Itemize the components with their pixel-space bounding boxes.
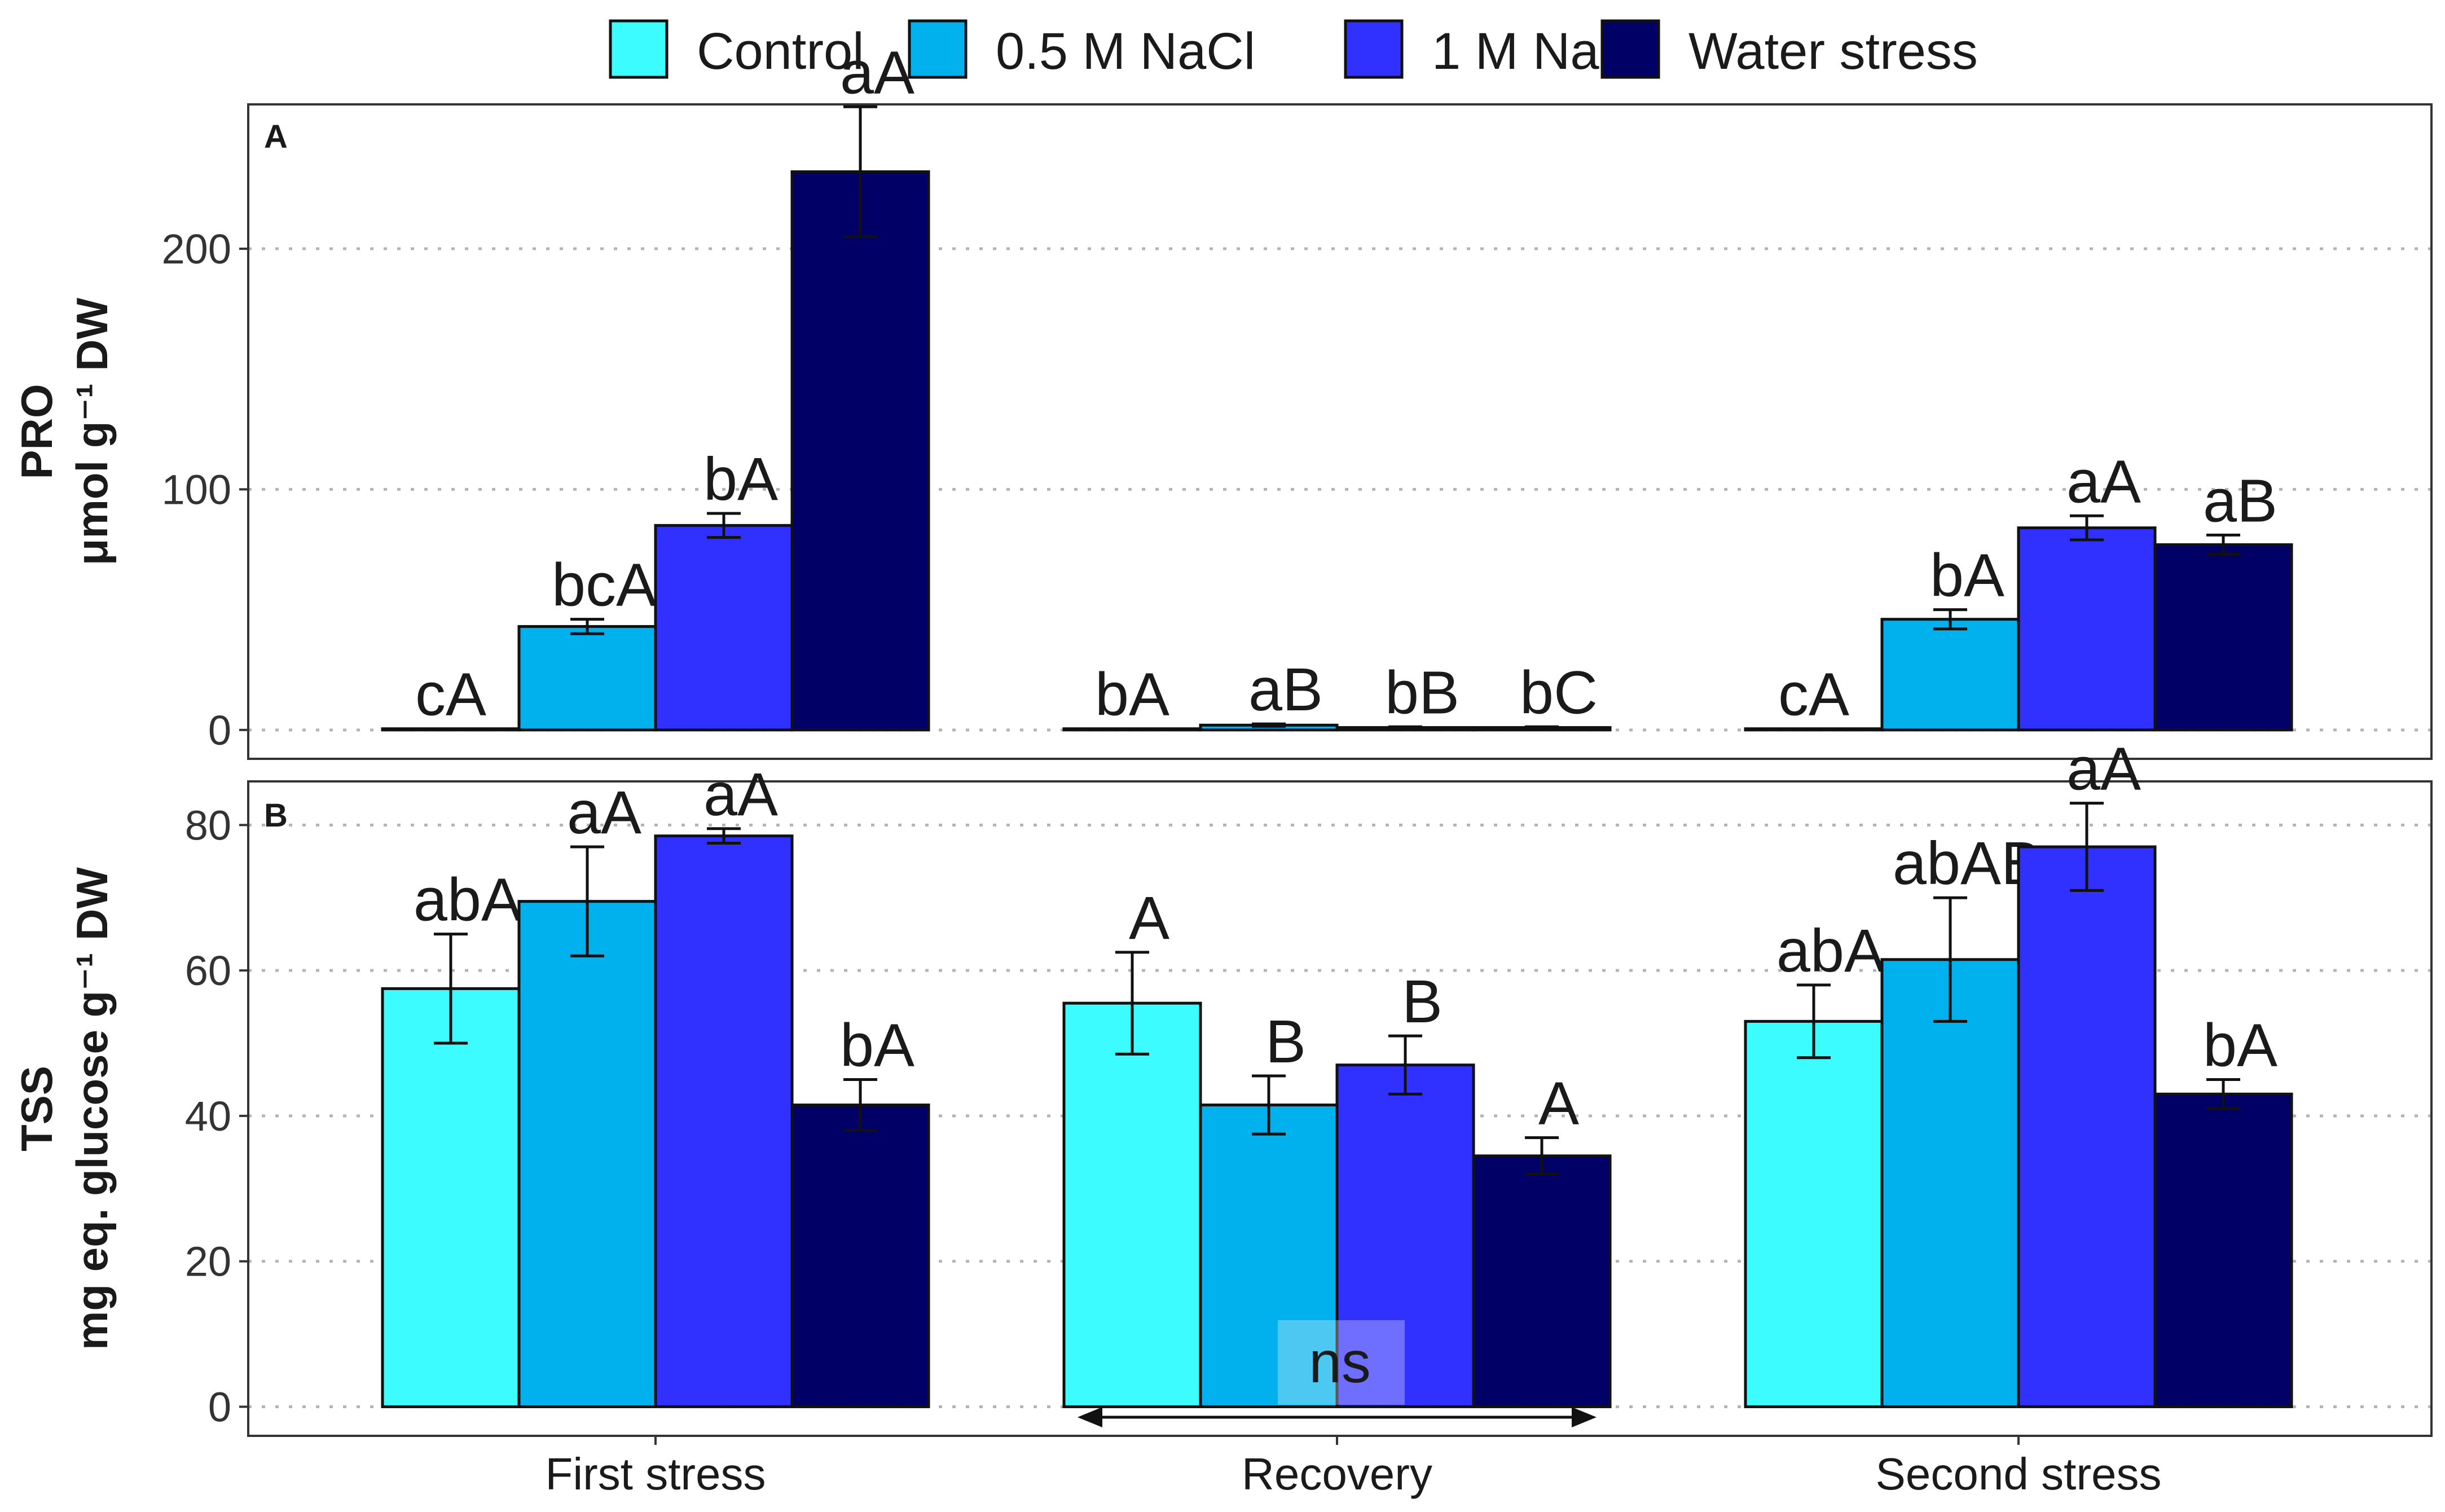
bar-0-5-m-nacl-second-stress [1880, 618, 2020, 732]
significance-letter: abA [1776, 916, 1885, 984]
bar-control-first-stress [381, 727, 521, 732]
legend-item-control: Control [609, 19, 864, 80]
y-tick-label: 0 [208, 1383, 231, 1430]
legend-swatch-1-m-nacl [1344, 19, 1404, 79]
bar-water-stress-recovery [1472, 1154, 1612, 1408]
y-tick-label: 200 [162, 226, 231, 272]
significance-letter: aA [2066, 735, 2141, 803]
legend-item-water-stress: Water stress [1600, 19, 1978, 80]
bar-1-m-nacl-second-stress [2017, 526, 2157, 732]
significance-letter: B [1265, 1007, 1306, 1075]
y-axis-unit: mg eq. glucose g⁻¹ DW [67, 867, 117, 1350]
bar-1-m-nacl-first-stress [654, 524, 794, 732]
legend-label: 0.5 M NaCl [996, 23, 1255, 80]
bar-0-5-m-nacl-first-stress [517, 625, 657, 732]
bar-1-m-nacl-second-stress [2017, 845, 2157, 1408]
significance-letter: aA [703, 760, 778, 828]
bar-water-stress-first-stress [790, 170, 930, 732]
significance-letter: aA [2066, 447, 2141, 515]
significance-letter: bA [1095, 660, 1169, 728]
significance-letter: aB [2203, 466, 2277, 534]
panel-label: B [264, 797, 288, 834]
significance-letter: abA [414, 865, 522, 934]
significance-letter: bcA [552, 551, 657, 619]
x-tick-label-first-stress: First stress [545, 1449, 766, 1499]
y-axis-title: PRO [12, 384, 61, 479]
y-axis-title: TSS [12, 1066, 61, 1151]
bar-0-5-m-nacl-first-stress [517, 900, 657, 1408]
bar-1-m-nacl-first-stress [654, 834, 794, 1408]
y-axis-unit: μmol g⁻¹ DW [67, 297, 117, 565]
bar-0-5-m-nacl-recovery [1199, 1104, 1339, 1408]
bar-control-recovery [1062, 1001, 1202, 1408]
y-tick-label: 80 [185, 802, 231, 849]
y-tick-label: 20 [185, 1238, 231, 1285]
bar-water-stress-second-stress [2153, 543, 2293, 732]
significance-letter: aB [1248, 655, 1323, 723]
significance-letter: bA [703, 445, 778, 513]
ns-highlight [1278, 1320, 1405, 1405]
y-tick-label: 100 [162, 466, 231, 513]
legend: Control 0.5 M NaCl 1 M NaCl Water stress [609, 19, 1978, 80]
significance-letter: cA [415, 660, 486, 728]
panel-label: A [264, 118, 288, 155]
bar-1-m-nacl-recovery [1335, 1063, 1475, 1408]
significance-letter: aA [567, 778, 641, 846]
bar-water-stress-second-stress [2153, 1092, 2293, 1408]
bar-control-recovery [1062, 727, 1202, 732]
legend-label: Water stress [1688, 23, 1978, 80]
significance-letter: cA [1778, 660, 1849, 728]
x-tick-label-second-stress: Second stress [1876, 1449, 2162, 1499]
significance-letter: A [1538, 1069, 1579, 1137]
significance-letter: bA [1930, 541, 2004, 609]
significance-letter: bC [1520, 658, 1598, 726]
x-tick-label-recovery: Recovery [1242, 1449, 1432, 1499]
bar-0-5-m-nacl-second-stress [1880, 958, 2020, 1408]
y-tick-label: 40 [185, 1093, 231, 1140]
panel-frame [247, 103, 2433, 760]
panel-b: 0 20 40 60 80 B TSS mg eq. glucose g⁻¹ DW abA aA a… [12, 735, 2433, 1437]
legend-swatch-water-stress [1600, 19, 1660, 79]
significance-letter: abAB [1893, 829, 2042, 897]
significance-letter: bA [2203, 1010, 2277, 1079]
y-tick-label: 0 [208, 707, 231, 754]
panel-frame [247, 780, 2433, 1437]
panel-a: 0 100 200 A PRO μmol g⁻¹ DW cA bcA bA aA bA aB bB bC c… [12, 38, 2433, 760]
y-tick-label: 60 [185, 947, 231, 994]
arrowhead-left-icon [1078, 1407, 1102, 1427]
bar-control-second-stress [1744, 727, 1884, 732]
ns-annotation: ns [1309, 1330, 1371, 1395]
arrowhead-right-icon [1572, 1407, 1597, 1427]
legend-swatch-control [609, 19, 669, 79]
significance-letter: bB [1385, 658, 1459, 726]
bar-water-stress-first-stress [790, 1104, 930, 1408]
bar-control-first-stress [381, 987, 521, 1408]
bar-control-second-stress [1744, 1019, 1884, 1408]
significance-letter: A [1129, 884, 1169, 952]
significance-letter: aA [840, 38, 914, 106]
legend-swatch-0-5-m-nacl [908, 19, 968, 79]
significance-letter: bA [840, 1010, 914, 1079]
legend-label: Control [697, 23, 864, 80]
x-axis: First stress Recovery Second stress [545, 1436, 2161, 1499]
significance-letter: B [1402, 967, 1443, 1035]
legend-item-0-5-m-nacl: 0.5 M NaCl [908, 19, 1255, 80]
